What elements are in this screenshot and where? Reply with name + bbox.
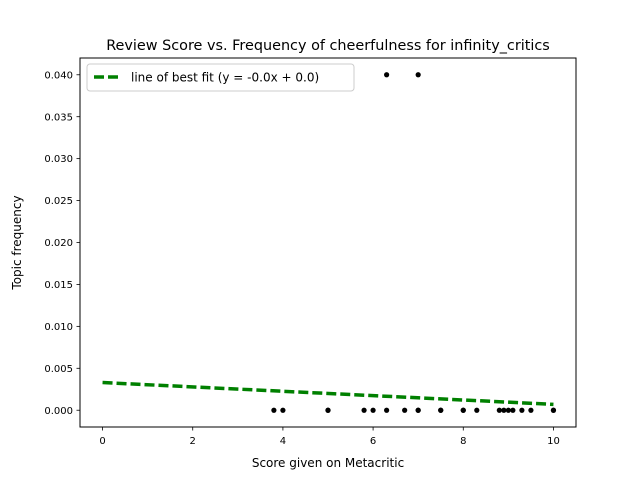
data-point (510, 407, 516, 413)
y-tick-label: 0.010 (44, 322, 73, 333)
fit-line (102, 380, 554, 407)
data-point (505, 407, 511, 413)
data-point (474, 407, 480, 413)
data-point (271, 407, 277, 413)
points-layer (271, 72, 557, 413)
data-point (528, 407, 534, 413)
x-tick-label: 6 (370, 436, 376, 447)
data-point (496, 407, 502, 413)
legend: line of best fit (y = -0.0x + 0.0) (86, 63, 355, 92)
data-point (402, 407, 408, 413)
y-tick-label: 0.035 (44, 112, 73, 123)
legend-box (86, 63, 355, 92)
data-point (415, 407, 421, 413)
y-tick-label: 0.030 (44, 154, 73, 165)
data-point (550, 407, 557, 413)
x-tick-label: 10 (547, 436, 560, 447)
y-tick-label: 0.040 (44, 70, 73, 81)
x-tick-label: 0 (99, 436, 105, 447)
x-axis-ticks: 0 2 4 6 8 10 (99, 427, 560, 447)
data-point (438, 407, 444, 413)
chart-title: Review Score vs. Frequency of cheerfulne… (106, 38, 550, 54)
x-tick-label: 8 (460, 436, 466, 447)
y-tick-label: 0.015 (44, 280, 73, 291)
y-tick-label: 0.000 (44, 406, 73, 417)
y-axis-label: Topic frequency (10, 195, 24, 290)
data-point (384, 407, 390, 413)
y-axis-ticks: 0.000 0.005 0.010 0.015 0.020 0.025 0.030 0.035… (44, 70, 80, 417)
data-point (501, 407, 507, 413)
data-point (519, 407, 525, 413)
data-point (384, 72, 390, 78)
data-point (415, 72, 421, 78)
data-point (460, 407, 466, 413)
data-point (280, 407, 286, 413)
data-point (325, 407, 331, 413)
y-tick-label: 0.020 (44, 238, 73, 249)
legend-fit-line-label: line of best fit (y = -0.0x + 0.0) (131, 71, 319, 85)
y-tick-label: 0.025 (44, 196, 73, 207)
fit-line-layer (102, 380, 554, 407)
x-axis-label: Score given on Metacritic (252, 456, 404, 470)
data-point (370, 407, 376, 413)
y-tick-label: 0.005 (44, 364, 73, 375)
data-point (361, 407, 367, 413)
x-tick-label: 4 (280, 436, 286, 447)
x-tick-label: 2 (190, 436, 196, 447)
plot-frame (79, 57, 577, 428)
